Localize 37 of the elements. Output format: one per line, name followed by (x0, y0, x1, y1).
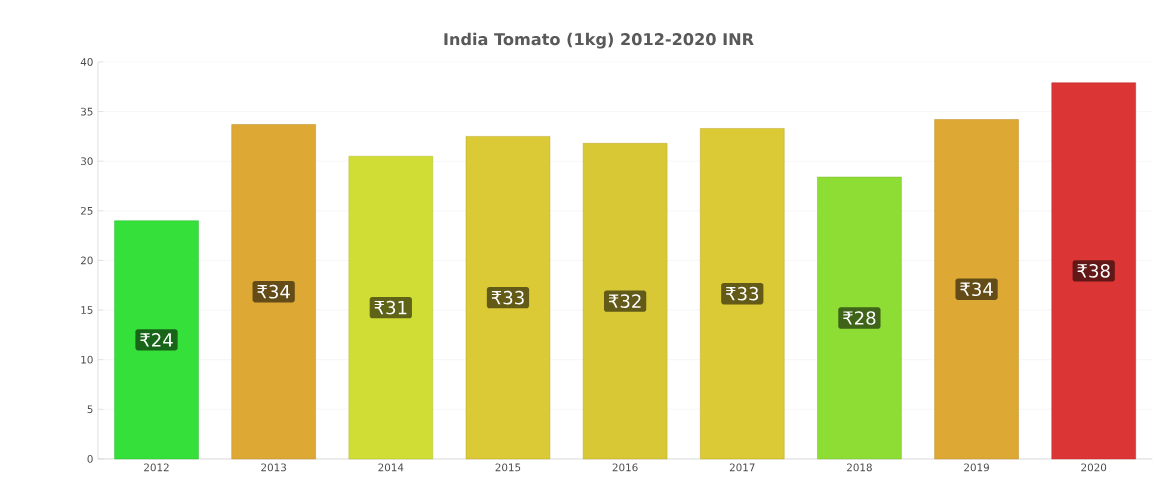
data-label: ₹33 (725, 286, 759, 301)
x-tick-label: 2020 (1081, 463, 1107, 472)
chart-title: India Tomato (1kg) 2012-2020 INR (444, 32, 754, 49)
bar (231, 124, 316, 460)
y-tick-label: 40 (80, 58, 93, 66)
x-tick-label: 2019 (964, 463, 989, 472)
bar (817, 176, 902, 460)
x-tick-label: 2017 (729, 463, 755, 472)
x-tick-label: 2012 (144, 463, 169, 472)
data-label: ₹38 (1077, 264, 1110, 278)
x-tick-label: 2016 (612, 463, 638, 472)
data-label: ₹28 (843, 311, 876, 325)
y-tick-label: 30 (81, 157, 93, 166)
y-tick-label: 10 (81, 355, 93, 364)
bar (114, 220, 199, 460)
data-label: ₹34 (960, 282, 993, 297)
y-tick-label: 0 (87, 455, 93, 463)
y-tick-label: 25 (80, 206, 93, 215)
bar (465, 136, 551, 460)
y-tick-label: 20 (80, 256, 93, 265)
bar (1051, 82, 1136, 460)
x-tick-label: 2018 (847, 463, 872, 472)
data-label: ₹24 (140, 333, 173, 347)
data-label: ₹33 (491, 290, 524, 305)
y-tick-label: 5 (87, 405, 93, 414)
x-tick-label: 2014 (378, 463, 404, 472)
x-tick-label: 2015 (495, 463, 521, 472)
bar (582, 143, 668, 460)
x-tick-label: 2013 (261, 463, 286, 472)
data-label: ₹32 (608, 294, 641, 309)
bar (348, 156, 434, 460)
y-tick-label: 15 (81, 306, 93, 314)
data-label: ₹31 (374, 300, 407, 315)
data-label: ₹34 (257, 284, 290, 299)
bar (700, 128, 785, 460)
y-tick-label: 35 (81, 107, 93, 116)
bar (934, 119, 1019, 460)
